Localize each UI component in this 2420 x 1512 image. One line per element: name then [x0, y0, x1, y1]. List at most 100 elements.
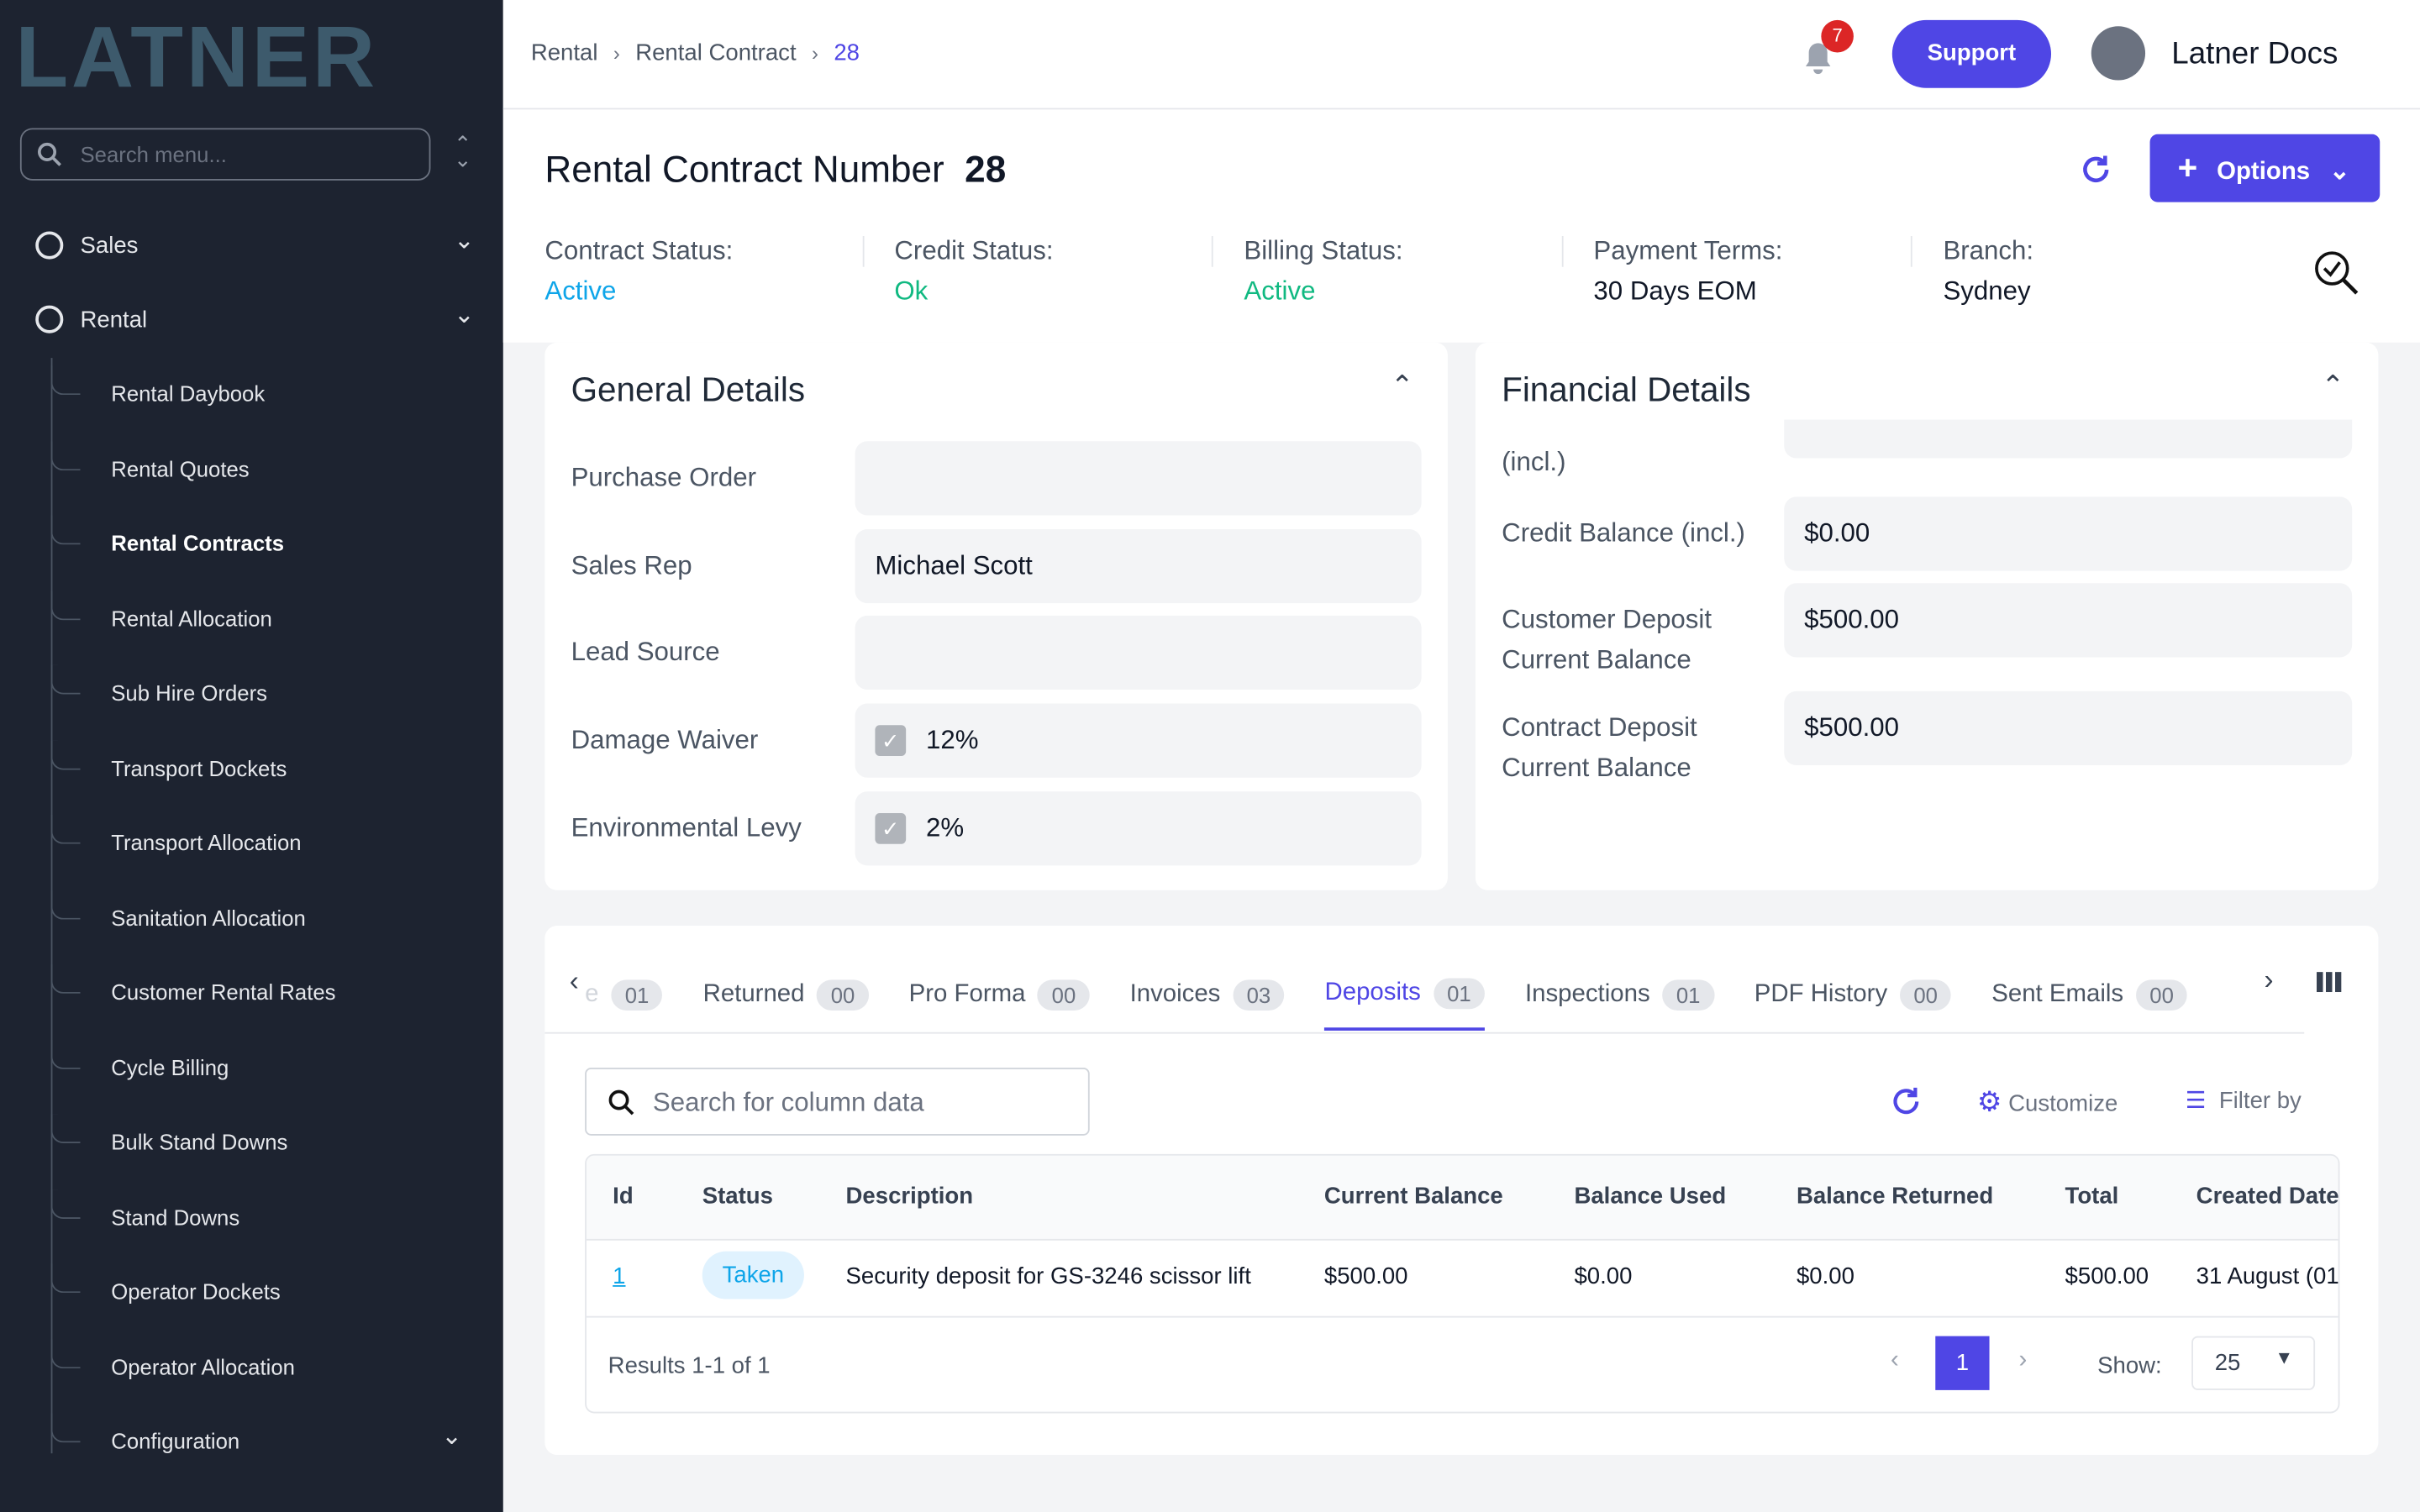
submenu-item[interactable]: Customer Rental Rates: [111, 979, 336, 1005]
submenu-item[interactable]: Transport Dockets: [111, 755, 287, 780]
submenu-item[interactable]: Rental Allocation: [111, 605, 272, 631]
collapse[interactable]: ⌃ ⌄: [453, 131, 472, 171]
tab-label: e: [585, 981, 599, 1008]
submenu-item[interactable]: Operator Allocation: [111, 1353, 295, 1379]
menu-item[interactable]: Rental: [80, 307, 148, 333]
separator: ›: [613, 41, 620, 66]
submenu-item[interactable]: Transport Allocation: [111, 830, 302, 855]
field-input[interactable]: $500.00: [1784, 690, 2353, 766]
submenu-item[interactable]: Cycle Billing: [111, 1054, 229, 1079]
field-value: $500.00: [1804, 712, 1900, 743]
table-search[interactable]: Search for column data: [585, 1068, 1090, 1136]
checkbox[interactable]: ✓: [875, 725, 907, 757]
tab[interactable]: Deposits 01: [1324, 959, 1486, 1031]
tab-count: 01: [611, 979, 663, 1011]
zoom-icon[interactable]: [2312, 249, 2361, 298]
top-bar: Rental › Rental Contract › 28 7 Support Latn…: [502, 0, 2420, 110]
chevron[interactable]: ⌄: [441, 1424, 462, 1451]
tabs-card: ‹ e 01 Returned 00 Pro Forma 00 Invoices 03 Depo…: [544, 926, 2379, 1456]
submenu-item[interactable]: Rental Daybook: [111, 381, 266, 407]
field-value: Michael Scott: [875, 550, 1033, 580]
collapse[interactable]: ⌃: [1390, 370, 1414, 402]
submenu-item[interactable]: Rental Quotes: [111, 455, 250, 481]
crumb[interactable]: Rental Contract: [635, 39, 797, 66]
column-header[interactable]: Id: [613, 1183, 634, 1210]
field-input[interactable]: [855, 441, 1422, 516]
field-input[interactable]: [855, 616, 1422, 690]
submenu-item[interactable]: Configuration: [111, 1428, 240, 1454]
user-name[interactable]: Latner Docs: [2171, 37, 2338, 71]
submenu-item[interactable]: Sanitation Allocation: [111, 905, 306, 930]
field-input[interactable]: ✓ 12%: [855, 703, 1422, 778]
tree-branch: [50, 889, 81, 919]
crumb[interactable]: 28: [834, 39, 860, 66]
support-button[interactable]: Support: [1891, 19, 2052, 88]
cell: 31 August (01: [2196, 1263, 2339, 1290]
menu-search[interactable]: Search menu...: [19, 128, 431, 181]
status-value: Sydney: [1943, 276, 2031, 306]
column-header[interactable]: Status: [702, 1183, 773, 1210]
tab[interactable]: Returned 00: [703, 959, 869, 1030]
checkbox[interactable]: ✓: [875, 812, 907, 844]
submenu-item[interactable]: Sub Hire Orders: [111, 680, 268, 706]
crumb[interactable]: Rental: [530, 39, 598, 66]
field-input[interactable]: ✓ 2%: [855, 790, 1422, 866]
page-next[interactable]: ›: [2018, 1347, 2028, 1373]
page-button[interactable]: 1: [1935, 1336, 1990, 1390]
tree-branch: [50, 664, 81, 695]
chevron[interactable]: ⌄: [453, 228, 475, 255]
tab[interactable]: Pro Forma 00: [909, 959, 1090, 1030]
contract-number: 28: [965, 150, 1007, 192]
column-header[interactable]: Total: [2065, 1183, 2119, 1210]
submenu-item[interactable]: Stand Downs: [111, 1204, 240, 1229]
tab[interactable]: PDF History 00: [1754, 959, 1952, 1030]
tab-prev[interactable]: ‹: [569, 965, 579, 997]
tree-branch: [50, 440, 81, 470]
tab[interactable]: Invoices 03: [1130, 959, 1285, 1030]
column-header[interactable]: Balance Used: [1574, 1183, 1727, 1210]
chevron[interactable]: ⌄: [453, 302, 475, 329]
field-input[interactable]: $500.00: [1784, 583, 2353, 658]
field-input[interactable]: $0.00: [1784, 496, 2353, 571]
breadcrumbs: Rental › Rental Contract › 28: [531, 40, 860, 66]
column-header[interactable]: Balance Returned: [1796, 1183, 1994, 1210]
collapse[interactable]: ⌃: [2321, 370, 2345, 402]
customize-label: Customize: [2008, 1090, 2118, 1117]
tab[interactable]: e 01: [585, 959, 663, 1030]
page-prev[interactable]: ‹: [1890, 1347, 1899, 1373]
column-header[interactable]: Current Balance: [1323, 1183, 1503, 1210]
options-button[interactable]: + Options ⌄: [2149, 134, 2381, 202]
column-header[interactable]: Created Date: [2196, 1183, 2339, 1210]
column-header[interactable]: Description: [845, 1183, 974, 1210]
field-input[interactable]: Michael Scott: [855, 528, 1422, 603]
submenu-item[interactable]: Operator Dockets: [111, 1278, 281, 1305]
cell: Taken: [702, 1251, 804, 1299]
tree-branch: [50, 1039, 81, 1068]
tab-next[interactable]: ›: [2264, 963, 2274, 995]
tree-branch: [50, 1338, 81, 1368]
submenu-item[interactable]: Bulk Stand Downs: [111, 1129, 288, 1154]
tab[interactable]: Sent Emails 00: [1991, 959, 2188, 1030]
menu-item[interactable]: Sales: [80, 233, 139, 260]
refresh[interactable]: [1889, 1084, 1923, 1118]
submenu-item[interactable]: Rental Contracts: [111, 530, 285, 556]
field-label: Purchase Order: [571, 463, 756, 492]
separator: ›: [811, 41, 818, 66]
cell: Security deposit for GS-3246 scissor lif…: [845, 1263, 1251, 1290]
tab[interactable]: Inspections 01: [1525, 959, 1715, 1030]
divider: [1910, 236, 1912, 267]
partial-label: (incl.): [1502, 447, 1566, 477]
partial-input: [1784, 419, 2353, 459]
avatar[interactable]: [2091, 26, 2146, 81]
filter[interactable]: ☰ Filter by: [2185, 1087, 2302, 1115]
cell[interactable]: 1: [613, 1263, 626, 1290]
refresh[interactable]: [2077, 151, 2114, 188]
customize[interactable]: ⚙ Customize: [1976, 1086, 2118, 1117]
cell: $0.00: [1796, 1263, 1854, 1290]
page-size[interactable]: 25 ▼: [2191, 1336, 2316, 1390]
table-head: [586, 1155, 2338, 1241]
tree-branch: [50, 365, 81, 396]
bell[interactable]: [1800, 40, 1837, 77]
placeholder: Search menu...: [80, 141, 227, 167]
columns-icon[interactable]: [2316, 972, 2342, 993]
